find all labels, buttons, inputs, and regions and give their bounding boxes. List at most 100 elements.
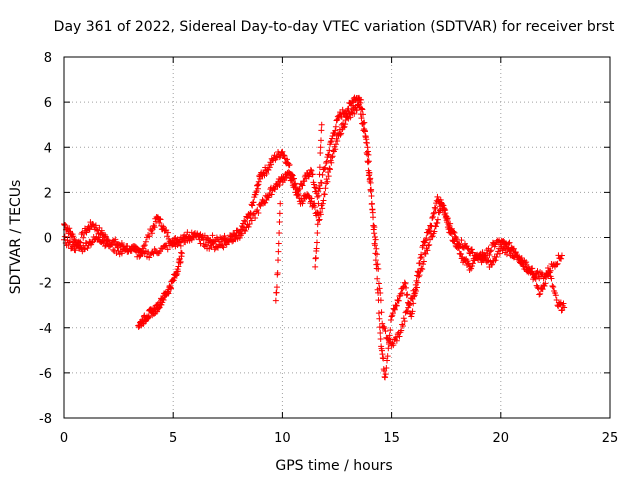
data-point [375,265,382,272]
data-point [458,250,465,257]
data-point [393,337,400,344]
data-point [238,230,245,237]
data-point [272,297,279,304]
data-point [552,292,559,299]
data-point [325,173,332,180]
data-point [429,233,436,240]
y-tick-label: -2 [39,277,52,292]
data-point [178,250,185,257]
data-point [265,167,272,174]
data-point [307,166,314,173]
data-point [308,195,315,202]
data-point [413,284,420,291]
series-secondary [61,101,565,349]
data-point [276,218,283,225]
data-point [404,291,411,298]
data-point [328,159,335,166]
data-point [534,268,541,275]
data-point [522,260,529,267]
data-point [286,170,293,177]
data-point [68,233,75,240]
x-tick-label: 25 [602,431,619,446]
data-point [382,374,389,381]
data-point [368,201,375,208]
data-point [318,121,325,128]
data-point [428,233,435,240]
data-point [242,228,249,235]
data-point [361,127,368,134]
data-point [296,185,303,192]
data-point [358,115,365,122]
data-point [422,250,429,257]
y-tick-labels: -8 -6 -4 -2 0 2 4 6 8 [39,51,52,427]
data-point [319,171,326,178]
data-point [547,267,554,274]
data-point [268,161,275,168]
data-point [71,236,78,243]
data-point [430,210,437,217]
data-point [80,242,87,249]
data-point [316,164,323,171]
data-point [371,224,378,231]
data-point [285,169,292,176]
data-point [431,228,438,235]
data-point [266,164,273,171]
data-point [338,130,345,137]
data-point [408,295,415,302]
data-point [476,251,483,258]
data-point [372,242,379,249]
y-tick-label: 6 [44,96,52,111]
data-point [558,252,565,259]
data-point [276,229,283,236]
data-point [315,192,322,199]
data-point [537,290,544,297]
data-point [506,239,513,246]
data-point [118,250,125,257]
data-point [286,161,293,168]
data-point [442,207,449,214]
data-point [152,218,159,225]
data-point [327,139,334,146]
data-point [510,245,517,252]
data-point [529,265,536,272]
data-point [90,221,97,228]
data-point [315,217,322,224]
data-point [406,300,413,307]
y-tick-label: -4 [39,322,52,337]
data-point [369,206,376,213]
data-point [443,213,450,220]
data-point [425,242,432,249]
data-point [503,251,510,258]
data-point [434,193,441,200]
data-point [268,191,275,198]
data-point [141,242,148,249]
data-point [468,246,475,253]
data-point [394,297,401,304]
data-point [249,202,256,209]
data-point [380,355,387,362]
data-point [118,239,125,246]
data-point [426,227,433,234]
data-point [92,222,99,229]
data-point [531,273,538,280]
data-point [249,211,256,218]
data-point [557,299,564,306]
data-point [426,241,433,248]
data-point [319,205,326,212]
data-point [339,106,346,113]
data-point [210,240,217,247]
data-point [420,258,427,265]
data-point [392,334,399,341]
data-point [373,245,380,252]
data-point [89,220,96,227]
data-point [164,229,171,236]
data-point [103,237,110,244]
data-point [385,345,392,352]
data-point [512,248,519,255]
data-point [403,284,410,291]
data-point [357,111,364,118]
data-point [493,254,500,261]
data-point [406,302,413,309]
data-point [408,313,415,320]
data-point [276,154,283,161]
